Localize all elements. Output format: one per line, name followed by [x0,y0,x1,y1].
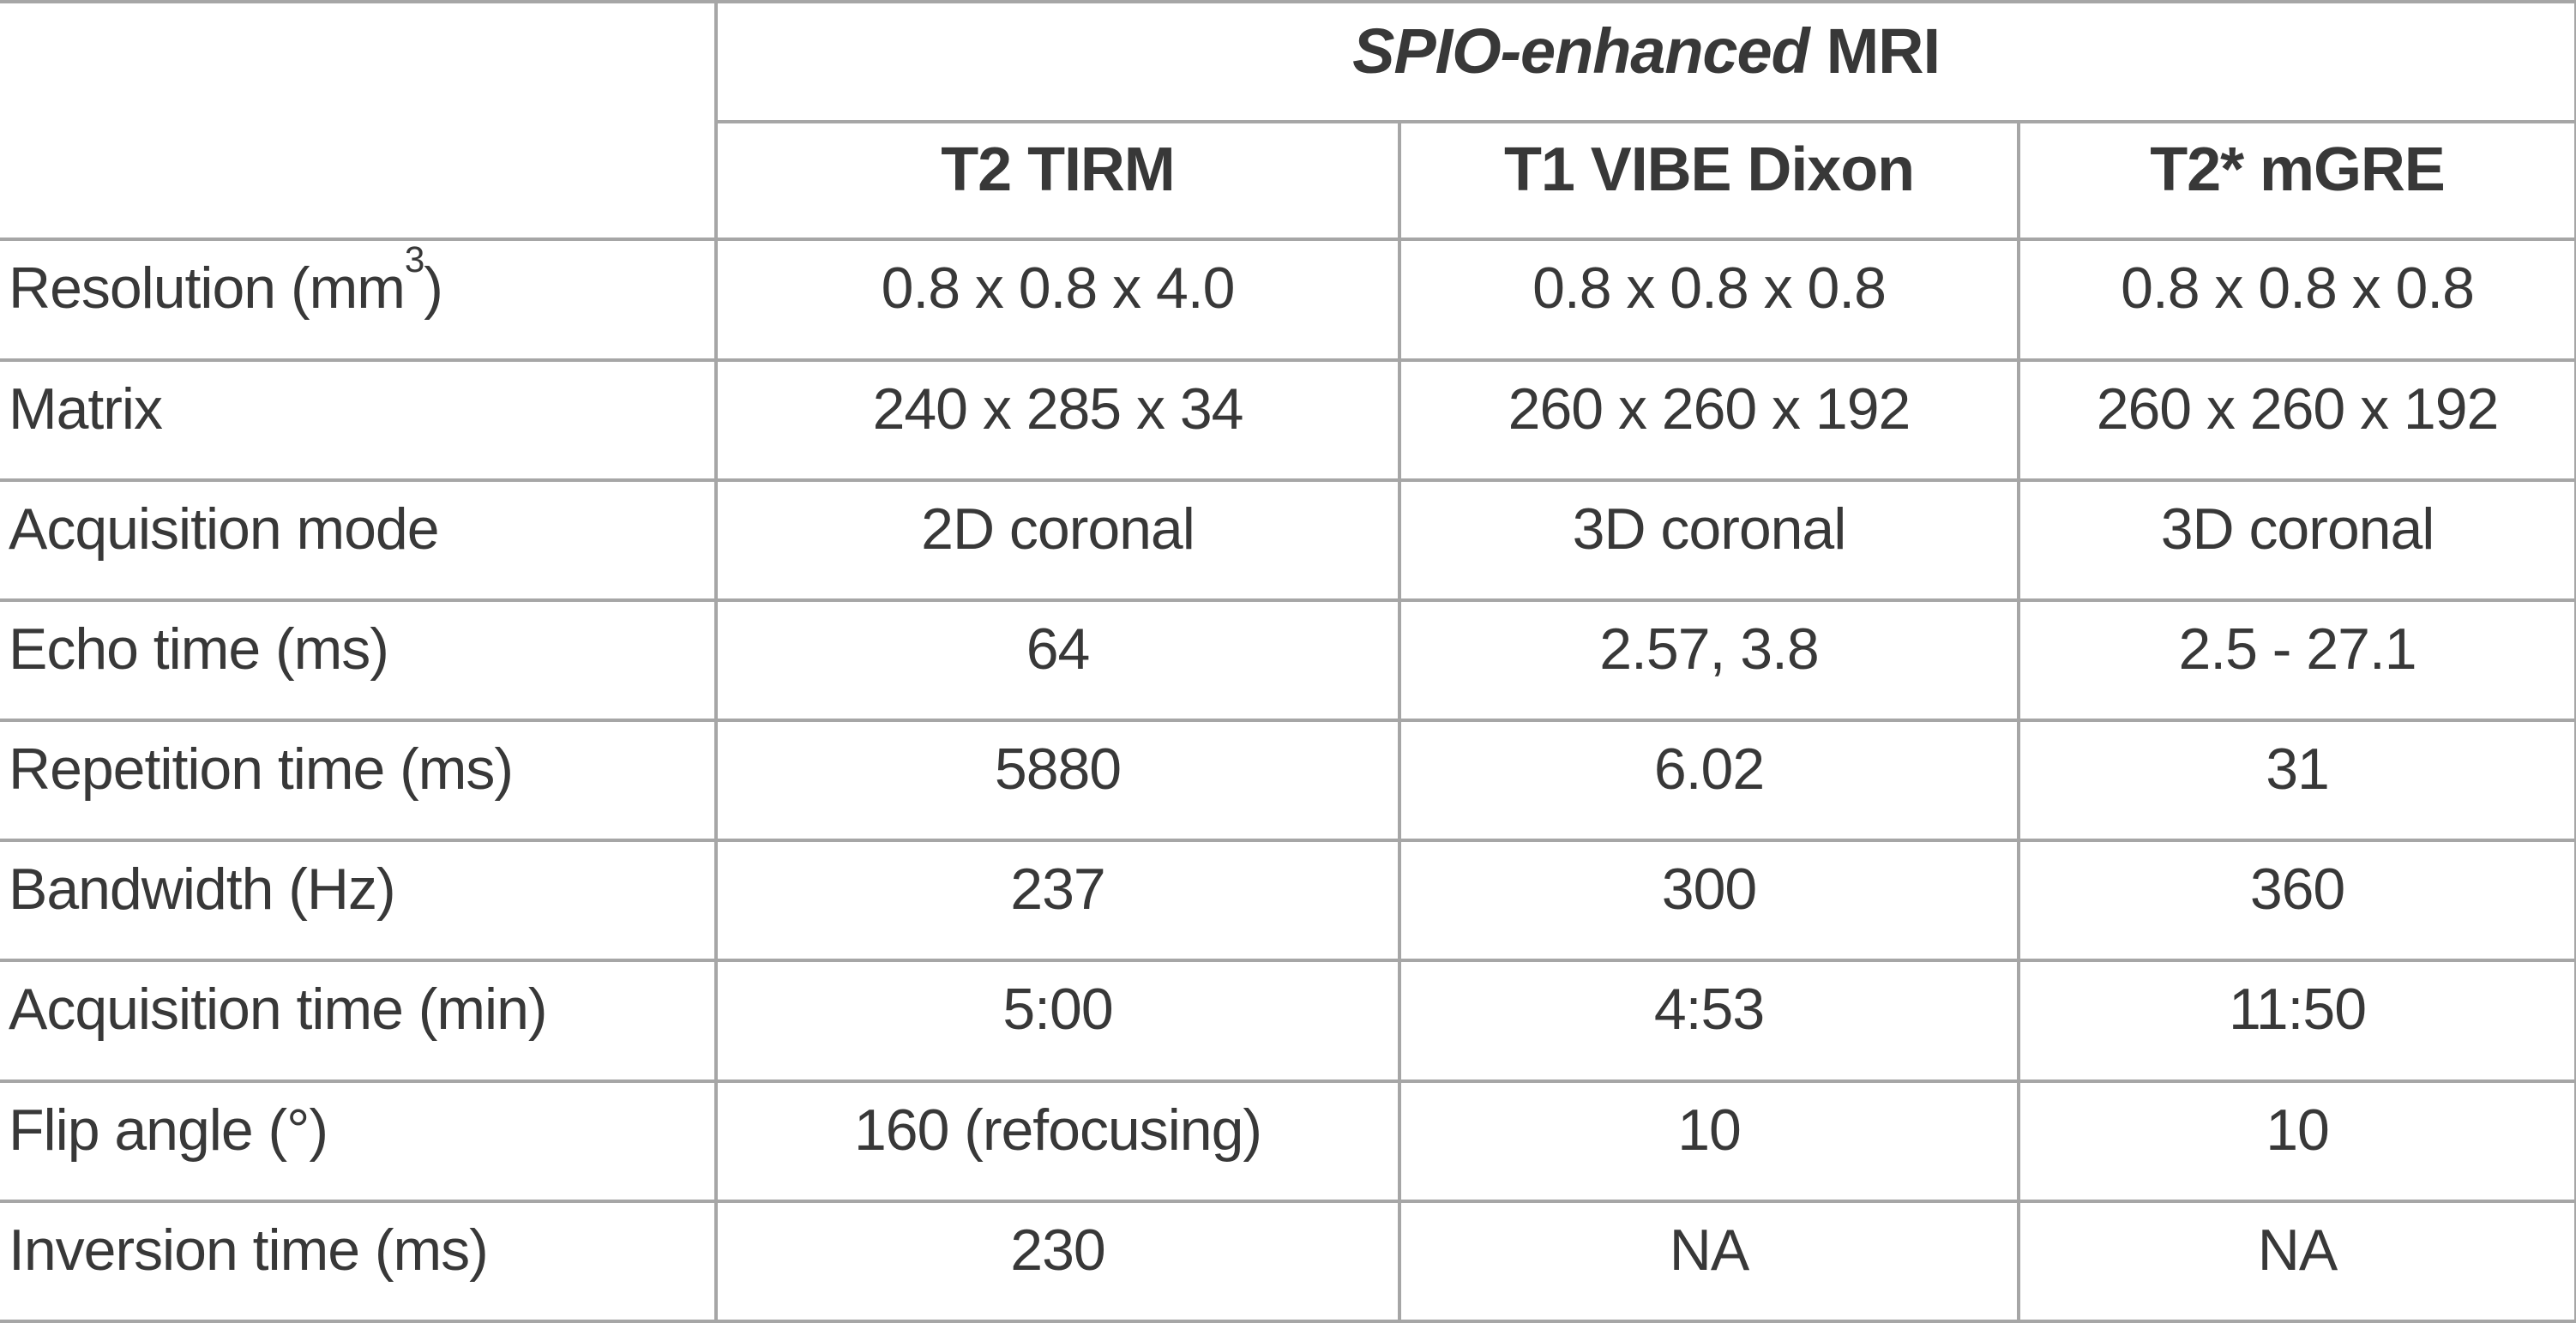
value-acqmode-t2star: 3D coronal [2016,478,2576,602]
value-flip-t2star: 10 [2016,1079,2576,1203]
table-row-matrix: Matrix 240 x 285 x 34 260 x 260 x 192 26… [0,358,2576,482]
value-resolution-t2-tirm: 0.8 x 0.8 x 4.0 [714,238,1401,362]
table-row-acquisition-mode: Acquisition mode 2D coronal 3D coronal 3… [0,478,2576,602]
value-acqtime-t2star: 11:50 [2016,959,2576,1083]
value-echo-t2star: 2.5 - 27.1 [2016,598,2576,723]
value-echo-t1-vibe: 2.57, 3.8 [1398,598,2020,723]
table-row-group-header: SPIO-enhanced MRI [0,0,2576,242]
value-bandwidth-t2star: 360 [2016,839,2576,963]
value-inversion-t2star: NA [2016,1199,2576,1323]
table-row-resolution: Resolution (mm3) 0.8 x 0.8 x 4.0 0.8 x 0… [0,238,2576,362]
row-label-flip-angle: Flip angle (°) [0,1079,718,1203]
value-acqtime-t1-vibe: 4:53 [1398,959,2020,1083]
value-inversion-t2-tirm: 230 [714,1199,1401,1323]
row-label-resolution-close: ) [424,256,443,322]
column-header-t1-vibe-dixon: T1 VIBE Dixon [1398,120,2020,242]
value-acqtime-t2-tirm: 5:00 [714,959,1401,1083]
superscript-3: 3 [404,239,424,280]
value-flip-t2-tirm: 160 (refocusing) [714,1079,1401,1203]
column-header-t2star-mgre: T2* mGRE [2016,120,2576,242]
column-header-t2-tirm: T2 TIRM [714,120,1401,242]
group-header-spio-enhanced-mri: SPIO-enhanced MRI [713,0,2576,124]
table-title-italic: SPIO-enhanced [1352,15,1810,87]
value-bandwidth-t2-tirm: 237 [714,839,1401,963]
value-matrix-t2-tirm: 240 x 285 x 34 [714,358,1401,482]
table-row-echo-time: Echo time (ms) 64 2.57, 3.8 2.5 - 27.1 [0,598,2576,723]
table-title-regular: MRI [1826,15,1941,87]
row-label-matrix: Matrix [0,358,718,482]
row-label-resolution-text: Resolution (mm [9,256,406,322]
value-resolution-t2star: 0.8 x 0.8 x 0.8 [2016,238,2576,362]
table-row-bandwidth: Bandwidth (Hz) 237 300 360 [0,839,2576,963]
value-matrix-t2star: 260 x 260 x 192 [2016,358,2576,482]
value-repetition-t1-vibe: 6.02 [1398,719,2020,843]
row-label-inversion-time: Inversion time (ms) [0,1199,718,1323]
value-echo-t2-tirm: 64 [714,598,1401,723]
table-row-repetition-time: Repetition time (ms) 5880 6.02 31 [0,719,2576,843]
value-inversion-t1-vibe: NA [1398,1199,2020,1323]
row-label-acquisition-mode: Acquisition mode [0,478,718,602]
value-flip-t1-vibe: 10 [1398,1079,2020,1203]
value-resolution-t1-vibe: 0.8 x 0.8 x 0.8 [1398,238,2020,362]
value-repetition-t2-tirm: 5880 [714,719,1401,843]
row-label-resolution: Resolution (mm3) [0,238,718,362]
table-row-acquisition-time: Acquisition time (min) 5:00 4:53 11:50 [0,959,2576,1083]
corner-empty-cell [0,0,718,242]
row-label-acquisition-time: Acquisition time (min) [0,959,718,1083]
value-repetition-t2star: 31 [2016,719,2576,843]
value-acqmode-t1-vibe: 3D coronal [1398,478,2020,602]
row-label-repetition-time: Repetition time (ms) [0,719,718,843]
table-row-inversion-time: Inversion time (ms) 230 NA NA [0,1199,2576,1323]
table-row-flip-angle: Flip angle (°) 160 (refocusing) 10 10 [0,1079,2576,1203]
value-acqmode-t2-tirm: 2D coronal [714,478,1401,602]
row-label-echo-time: Echo time (ms) [0,598,718,723]
table-row-column-headers: T2 TIRM T1 VIBE Dixon T2* mGRE [0,120,2576,242]
value-matrix-t1-vibe: 260 x 260 x 192 [1398,358,2020,482]
row-label-bandwidth: Bandwidth (Hz) [0,839,718,963]
value-bandwidth-t1-vibe: 300 [1398,839,2020,963]
